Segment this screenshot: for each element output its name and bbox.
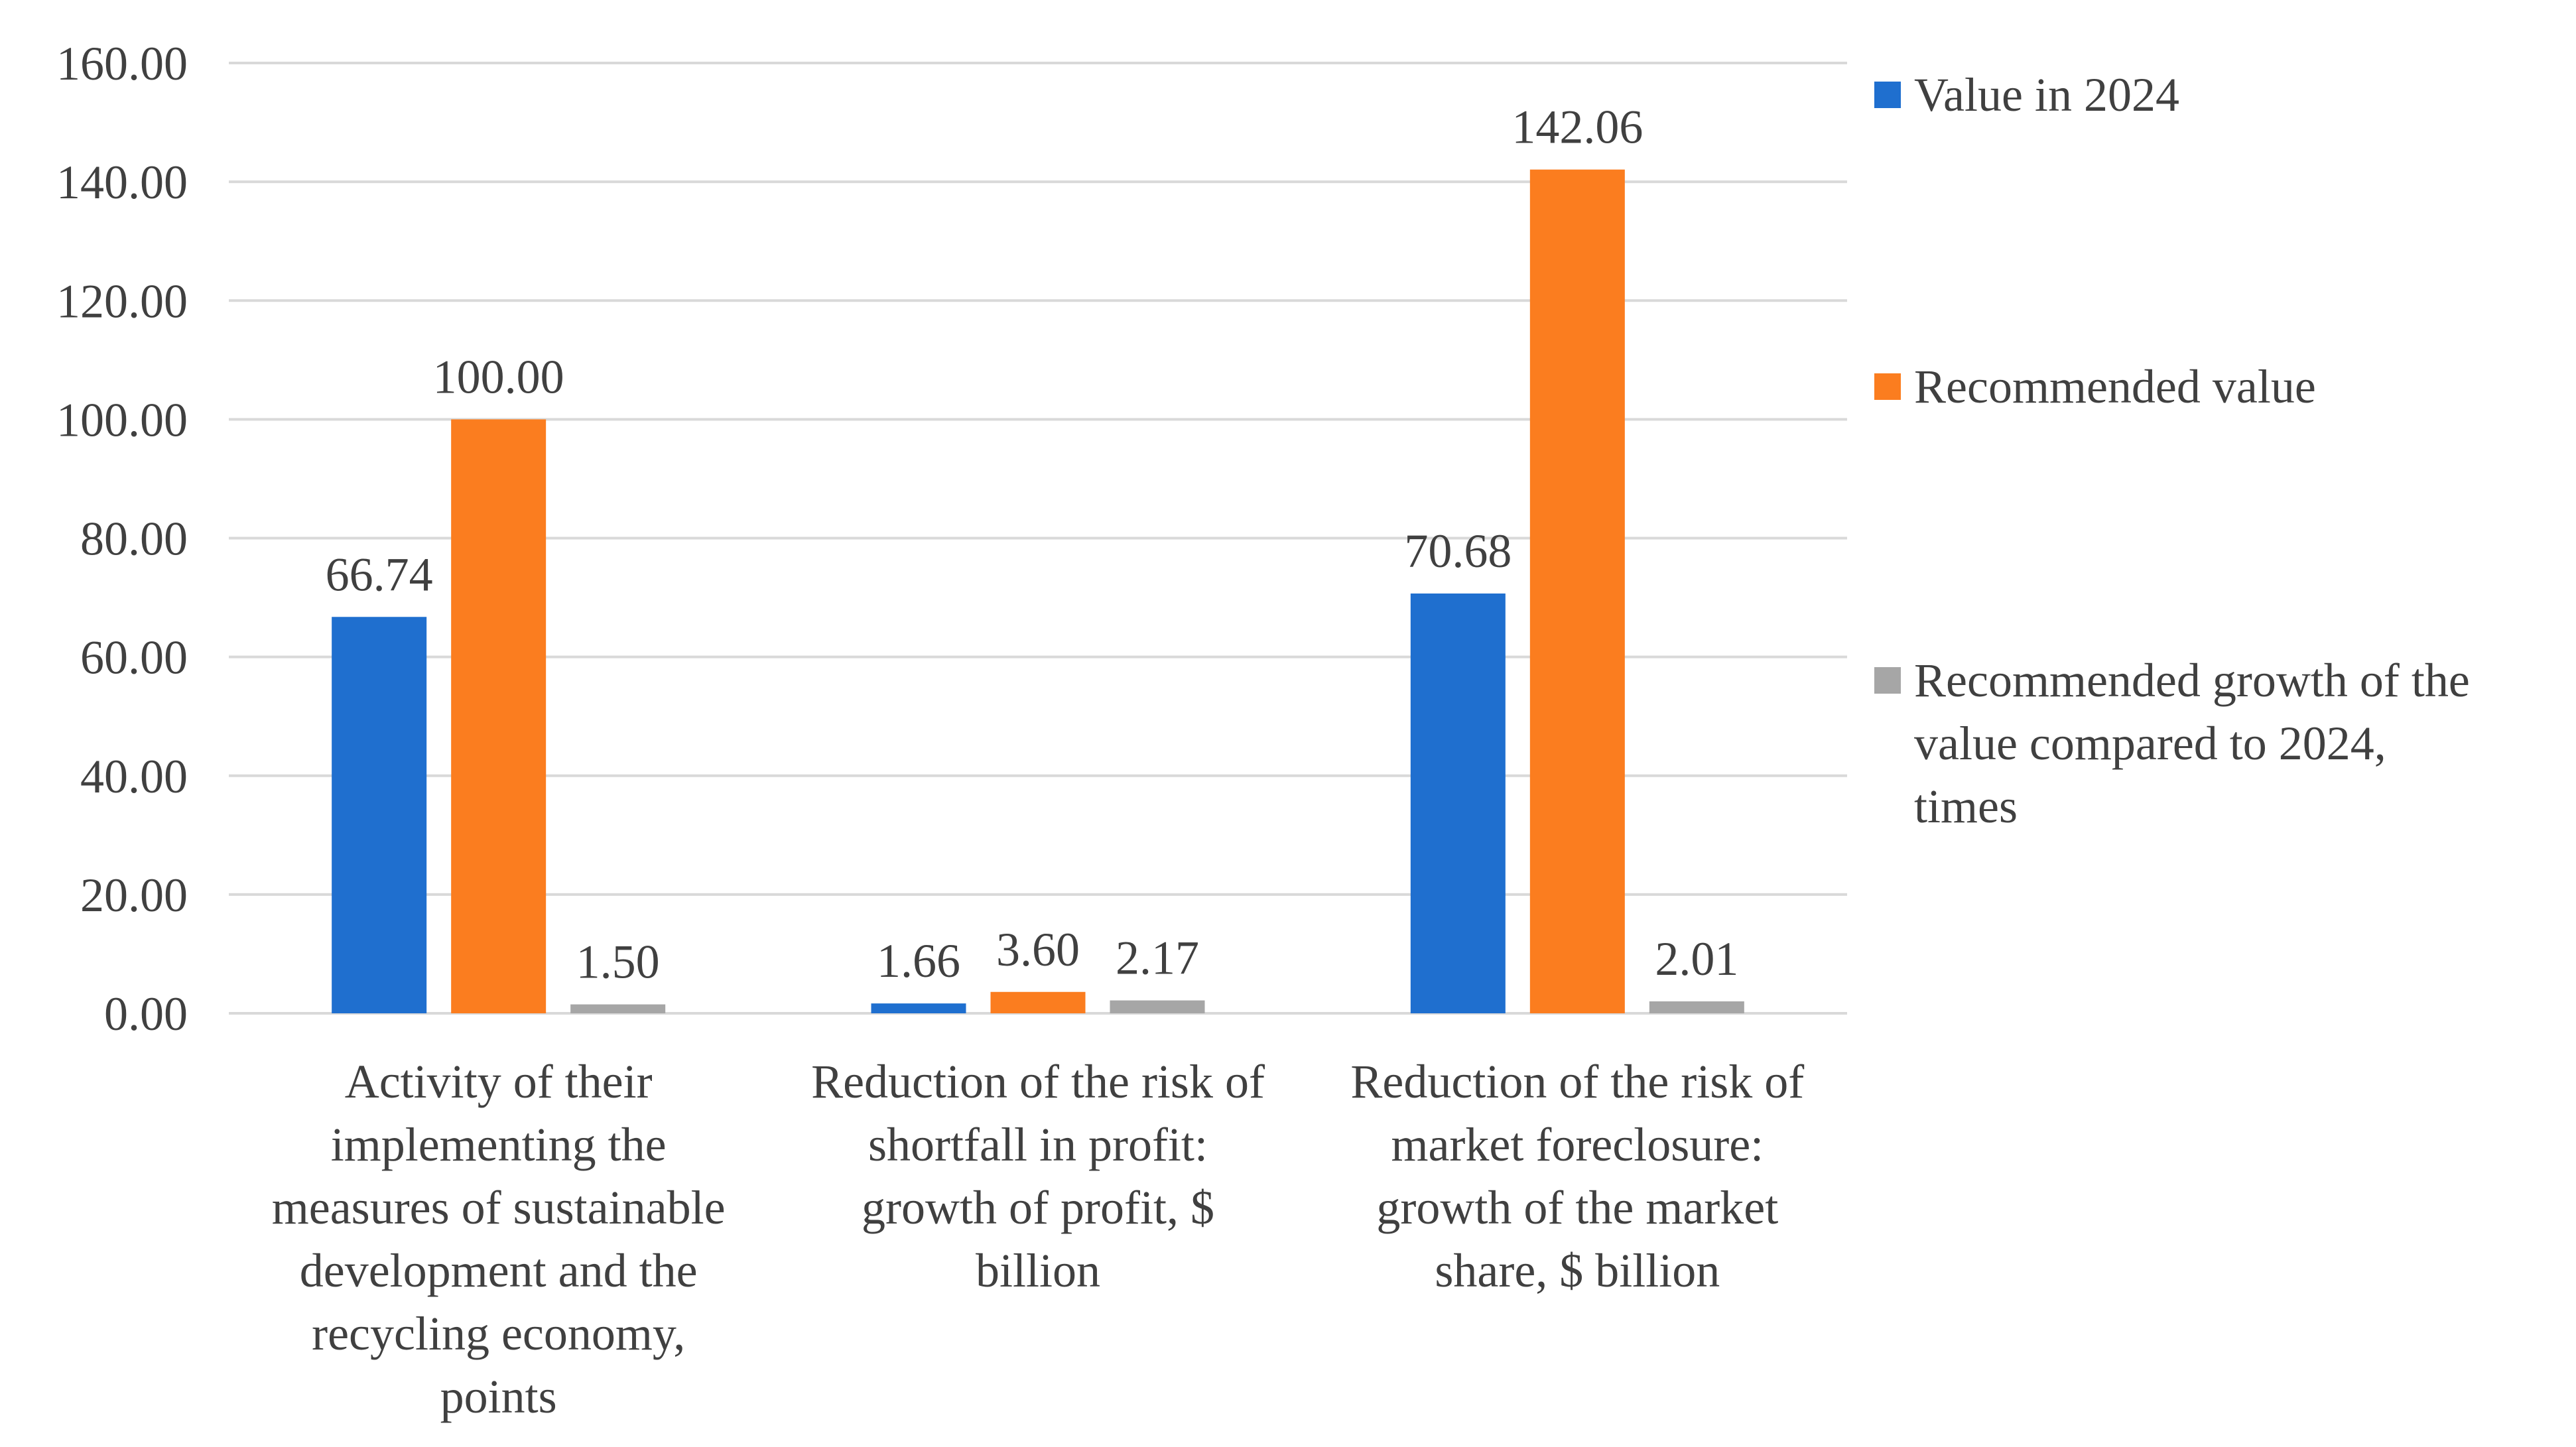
x-category-line: Reduction of the risk of — [1350, 1055, 1804, 1108]
y-tick-label: 100.00 — [56, 393, 188, 446]
legend-label: Recommended value — [1914, 360, 2316, 413]
legend-label-line: Recommended value — [1914, 360, 2316, 413]
x-category-line: market foreclosure: — [1391, 1118, 1764, 1171]
x-category-line: measures of sustainable — [272, 1181, 726, 1234]
data-label: 100.00 — [433, 350, 564, 403]
bars — [332, 169, 1744, 1013]
legend-marker — [1874, 82, 1901, 108]
bar-series-3-cat-1 — [570, 1004, 666, 1013]
bar-series-3-cat-3 — [1649, 1001, 1744, 1013]
x-category-line: Activity of their — [345, 1055, 653, 1108]
x-category-line: share, $ billion — [1435, 1244, 1720, 1297]
x-axis-categories: Activity of their implementing the measure… — [272, 1055, 1805, 1423]
x-category-label: Activity of their implementing the measure… — [272, 1055, 726, 1423]
x-category-line: growth of profit, $ — [862, 1181, 1214, 1234]
y-tick-label: 160.00 — [56, 37, 188, 90]
legend: Value in 2024 Recommended value Recommende… — [1874, 68, 2470, 833]
x-category-line: shortfall in profit: — [868, 1118, 1208, 1171]
data-label: 3.60 — [996, 923, 1080, 976]
y-tick-label: 120.00 — [56, 275, 188, 328]
legend-marker — [1874, 373, 1901, 400]
y-tick-label: 40.00 — [80, 750, 188, 803]
data-labels: 66.74 1.66 70.68 100.00 3.60 142.06 1.50 2.17 2.… — [326, 101, 1739, 989]
y-axis-ticks: 0.00 20.00 40.00 60.00 80.00 100.00 120.00 140.… — [56, 37, 188, 1040]
x-category-line: points — [440, 1370, 557, 1423]
legend-label-line: times — [1914, 780, 2018, 833]
y-tick-label: 60.00 — [80, 631, 188, 684]
x-category-line: Reduction of the risk of — [811, 1055, 1265, 1108]
y-tick-label: 80.00 — [80, 513, 188, 566]
x-category-label: Reduction of the risk of shortfall in pro… — [811, 1055, 1265, 1297]
bar-series-1-cat-2 — [871, 1003, 966, 1013]
x-category-line: billion — [976, 1244, 1100, 1297]
data-label: 1.66 — [877, 934, 960, 987]
x-category-line: development and the — [300, 1244, 698, 1297]
x-category-line: growth of the market — [1376, 1181, 1778, 1234]
x-category-line: implementing the — [331, 1118, 667, 1171]
data-label: 1.50 — [576, 936, 660, 989]
legend-label: Recommended growth of the value compared … — [1914, 654, 2470, 833]
data-label: 70.68 — [1404, 525, 1512, 578]
data-label: 142.06 — [1512, 101, 1643, 154]
x-category-line: recycling economy, — [312, 1307, 685, 1360]
legend-label-line: Recommended growth of the — [1914, 654, 2470, 707]
legend-label-line: Value in 2024 — [1914, 68, 2179, 121]
y-tick-label: 20.00 — [80, 869, 188, 922]
y-tick-label: 140.00 — [56, 156, 188, 209]
data-label: 2.17 — [1116, 932, 1199, 985]
bar-series-1-cat-3 — [1410, 593, 1506, 1013]
legend-label: Value in 2024 — [1914, 68, 2179, 121]
legend-label-line: value compared to 2024, — [1914, 717, 2386, 770]
bar-series-2-cat-3 — [1529, 169, 1625, 1013]
bar-series-1-cat-1 — [332, 617, 427, 1013]
data-label: 66.74 — [326, 548, 433, 601]
bar-series-2-cat-2 — [990, 991, 1086, 1013]
legend-marker — [1874, 667, 1901, 694]
bar-series-3-cat-2 — [1110, 1000, 1205, 1013]
y-tick-label: 0.00 — [104, 987, 188, 1040]
x-category-label: Reduction of the risk of market foreclosu… — [1350, 1055, 1804, 1297]
data-label: 2.01 — [1655, 932, 1738, 985]
bar-series-2-cat-1 — [451, 419, 547, 1013]
